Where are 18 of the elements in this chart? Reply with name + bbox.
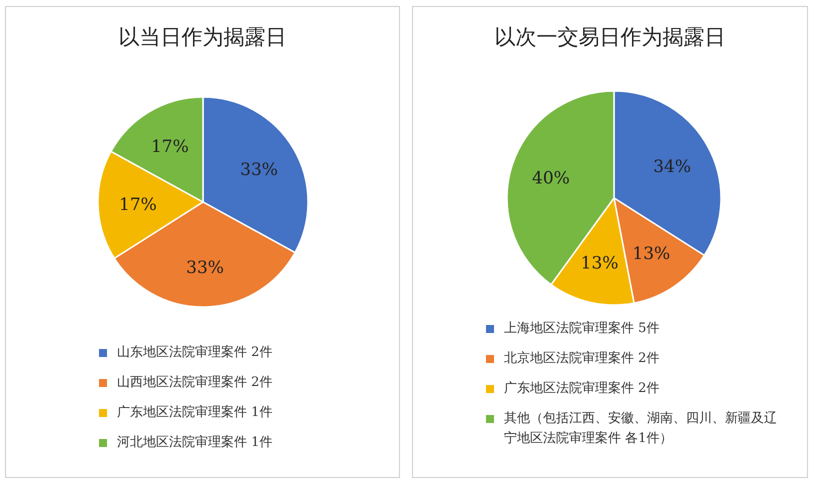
chart-title: 以次一交易日作为揭露日 — [494, 24, 726, 51]
chart-title: 以当日作为揭露日 — [118, 24, 288, 51]
data-label: 13% — [632, 244, 670, 264]
data-label: 33% — [240, 160, 278, 180]
legend-label: 广东地区法院审理案件 1件 — [117, 405, 272, 420]
legend-label: 河北地区法院审理案件 1件 — [117, 435, 272, 450]
data-label: 17% — [119, 195, 157, 216]
legend-label: 山西地区法院审理案件 2件 — [117, 375, 272, 390]
data-label: 33% — [186, 258, 224, 278]
data-label: 40% — [532, 168, 570, 188]
data-label: 13% — [580, 254, 618, 274]
data-label: 34% — [653, 157, 692, 178]
legend-label: 上海地区法院审理案件 5件 — [504, 321, 660, 336]
legend-label: 北京地区法院审理案件 2件 — [504, 351, 660, 366]
legend-label: 其他（包括江西、安徽、湖南、四川、新疆及辽宁地区法院审理案件 各1件） — [504, 411, 777, 446]
legend-label: 广东地区法院审理案件 2件 — [504, 381, 660, 396]
legend-label: 山东地区法院审理案件 2件 — [117, 345, 272, 360]
data-label: 17% — [150, 136, 189, 157]
